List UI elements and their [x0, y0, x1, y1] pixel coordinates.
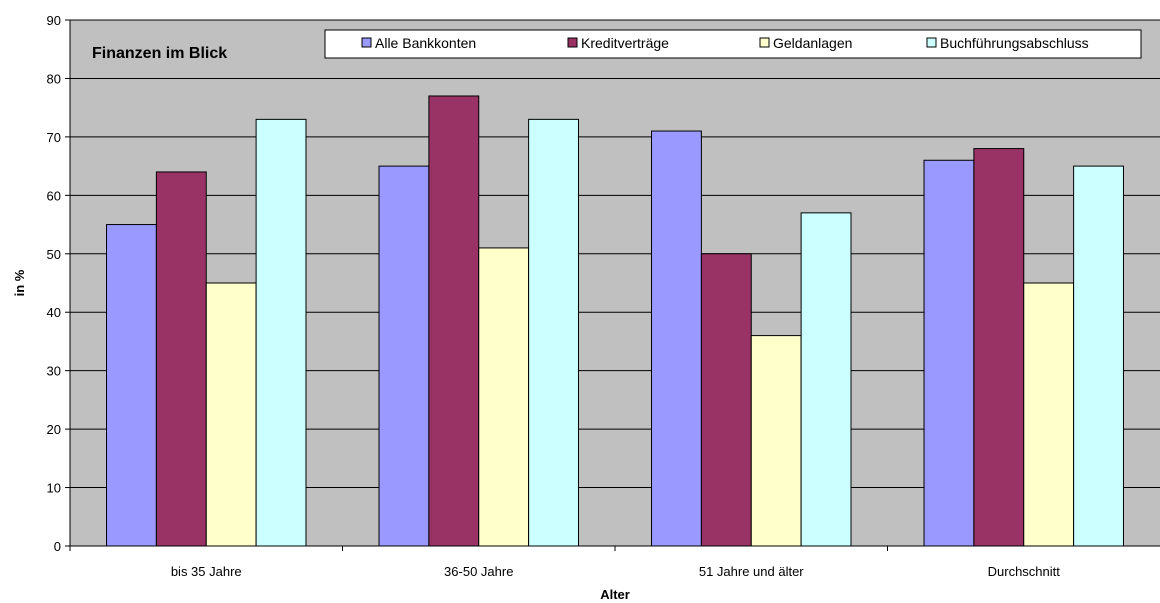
bar [255, 118, 307, 547]
bar [1073, 165, 1124, 547]
y-tick-label: 30 [47, 364, 61, 379]
legend-label: Buchführungsabschluss [940, 35, 1089, 51]
y-tick-label: 80 [47, 71, 61, 86]
y-tick-labels: 0 10 20 30 40 50 60 70 80 90 [47, 13, 61, 554]
y-tick-label: 20 [47, 422, 61, 437]
bar [155, 171, 207, 547]
y-tick-label: 40 [47, 305, 61, 320]
y-axis-title: in % [12, 269, 27, 296]
legend-swatch [926, 37, 937, 48]
x-tick-label: bis 35 Jahre [171, 564, 242, 579]
y-tick-label: 60 [47, 188, 61, 203]
bar [750, 335, 802, 547]
y-tick-label: 0 [54, 539, 61, 554]
bar [800, 212, 852, 547]
bar [106, 224, 157, 547]
bars [106, 95, 1124, 547]
bar [923, 159, 975, 547]
bar [478, 247, 530, 547]
y-tick-label: 90 [47, 13, 61, 28]
x-axis-title: Alter [600, 587, 630, 602]
bar [700, 253, 752, 547]
chart-title: Finanzen im Blick [92, 45, 227, 62]
x-tick-label: 51 Jahre und älter [699, 564, 804, 579]
axes [65, 19, 1160, 551]
x-tick-label: 36-50 Jahre [444, 564, 513, 579]
y-tick-label: 70 [47, 130, 61, 145]
x-tick-label: Durchschnitt [988, 564, 1061, 579]
legend-box [324, 29, 1142, 59]
bar [428, 95, 480, 547]
bar [651, 130, 702, 547]
bar [1023, 282, 1075, 547]
bar [205, 282, 257, 547]
y-tick-label: 50 [47, 247, 61, 262]
bar [378, 165, 430, 547]
legend-label: Kreditverträge [581, 35, 669, 51]
legend-label: Alle Bankkonten [375, 35, 476, 51]
bar [973, 148, 1025, 547]
legend-label: Geldanlagen [773, 35, 852, 51]
bar [528, 118, 579, 547]
legend: Alle Bankkonten Kreditverträge Geldanlagen… [324, 29, 1142, 59]
legend-swatch [759, 37, 770, 48]
y-tick-label: 10 [47, 481, 61, 496]
x-tick-labels: bis 35 Jahre 36-50 Jahre 51 Jahre und älte… [171, 564, 1060, 579]
legend-swatch [361, 37, 372, 48]
legend-swatch [567, 37, 578, 48]
